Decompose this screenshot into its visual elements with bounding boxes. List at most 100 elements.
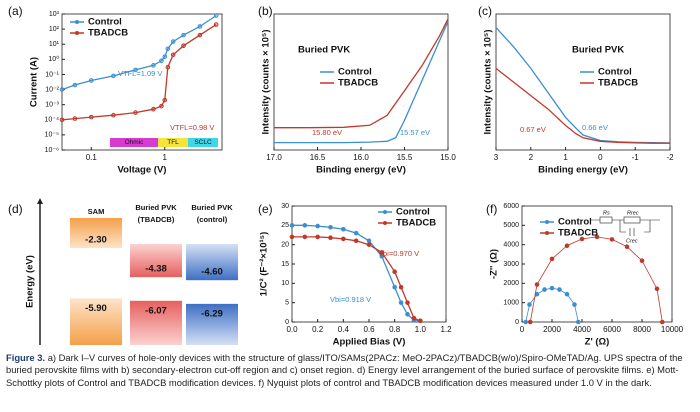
annotation: 0.67 eV bbox=[520, 125, 546, 134]
data-point bbox=[302, 223, 308, 228]
data-point bbox=[534, 282, 540, 287]
data-point bbox=[111, 112, 116, 118]
y-axis-label: 1/C² (F⁻²×10¹⁵) bbox=[259, 232, 270, 297]
legend-marker bbox=[75, 20, 79, 24]
y-axis-label: Current (A) bbox=[29, 57, 40, 107]
data-point bbox=[405, 300, 410, 305]
legend-marker bbox=[75, 31, 79, 35]
data-point bbox=[594, 234, 600, 240]
x-tick-label: 1 bbox=[563, 153, 568, 162]
region-label: Ohmic bbox=[125, 139, 145, 146]
panel-label: (e) bbox=[258, 202, 273, 216]
data-point bbox=[170, 52, 176, 58]
panel-label: (c) bbox=[478, 4, 492, 18]
panel-label: (d) bbox=[8, 202, 23, 216]
data-point bbox=[170, 39, 176, 44]
homo-label: -5.90 bbox=[85, 303, 107, 314]
data-point bbox=[197, 32, 203, 38]
x-axis-label: Z' (Ω) bbox=[585, 337, 610, 348]
homo-level bbox=[70, 298, 122, 346]
legend-marker bbox=[545, 220, 549, 224]
x-tick-label: 0.2 bbox=[312, 325, 324, 334]
region-label: TFL bbox=[167, 139, 179, 146]
y-tick-label: 0 bbox=[285, 319, 289, 326]
data-point bbox=[353, 238, 359, 244]
resistor bbox=[623, 216, 641, 224]
y-tick-label: 10² bbox=[49, 26, 60, 33]
caption: Figure 3. a) Dark I–V curves of hole-onl… bbox=[6, 352, 694, 389]
x-tick-label: 0 bbox=[598, 153, 603, 162]
data-point bbox=[398, 300, 404, 305]
y-tick-label: 10⁻⁴ bbox=[45, 117, 60, 124]
y-tick-label: 0 bbox=[515, 319, 519, 326]
data-point bbox=[549, 256, 555, 262]
region-label: SCLC bbox=[194, 139, 212, 146]
data-point bbox=[572, 302, 577, 307]
legend-marker bbox=[383, 210, 387, 214]
data-point bbox=[162, 54, 168, 59]
data-point bbox=[659, 319, 665, 325]
data-point bbox=[72, 116, 78, 121]
x-tick-label: 3 bbox=[494, 153, 499, 162]
annotation: VTFL=1.09 V bbox=[118, 69, 162, 78]
series-line bbox=[274, 21, 449, 144]
y-tick-label: 1000 bbox=[503, 300, 519, 307]
legend-label: Control bbox=[88, 17, 122, 28]
region-band bbox=[188, 138, 218, 147]
x-axis-label: Binding energy (eV) bbox=[538, 165, 628, 176]
y-tick-label: 25 bbox=[281, 222, 289, 229]
y-tick-label: 2000 bbox=[503, 280, 519, 287]
plot-frame bbox=[61, 13, 223, 151]
data-point bbox=[315, 223, 320, 229]
legend-label: Control bbox=[396, 207, 430, 218]
data-point bbox=[151, 106, 156, 112]
data-point bbox=[289, 234, 295, 240]
x-tick-label: 1 bbox=[163, 153, 168, 162]
series-line bbox=[61, 24, 217, 121]
column-label: SAM bbox=[88, 207, 105, 216]
data-point bbox=[59, 87, 65, 92]
y-tick-label: 5000 bbox=[503, 222, 519, 229]
y-tick-label: 5 bbox=[285, 300, 289, 307]
data-point bbox=[59, 117, 65, 123]
x-tick-label: 16.5 bbox=[310, 153, 326, 162]
data-point bbox=[366, 242, 372, 247]
data-point bbox=[341, 236, 346, 242]
data-point bbox=[159, 58, 164, 64]
data-point bbox=[181, 43, 186, 48]
legend-label: Control bbox=[558, 217, 592, 228]
data-point bbox=[302, 234, 308, 240]
data-point bbox=[328, 224, 333, 230]
data-point bbox=[639, 258, 645, 263]
figure-label: Figure 3. bbox=[6, 352, 46, 363]
y-tick-label: 6000 bbox=[503, 203, 519, 210]
y-tick-label: 10⁻⁶ bbox=[45, 147, 59, 154]
x-tick-label: 10000 bbox=[661, 325, 684, 334]
legend-label: TBADCB bbox=[338, 78, 378, 89]
circuit-wire bbox=[590, 219, 660, 236]
homo-label: -6.07 bbox=[145, 305, 167, 316]
x-tick-label: 15.0 bbox=[440, 153, 456, 162]
x-tick-label: 0 bbox=[520, 325, 525, 334]
annotation: 15.57 eV bbox=[400, 128, 430, 137]
plot-frame bbox=[521, 205, 673, 323]
data-point bbox=[88, 78, 94, 83]
x-axis-label: Binding energy (eV) bbox=[316, 165, 406, 176]
annotation: Vbi=0.970 V bbox=[378, 249, 419, 258]
x-tick-label: 17.0 bbox=[266, 153, 282, 162]
y-axis-label: Intensity (counts × 10⁵) bbox=[261, 29, 272, 134]
x-tick-label: 1.2 bbox=[440, 325, 452, 334]
y-tick-label: 4000 bbox=[503, 242, 519, 249]
data-point bbox=[411, 315, 417, 321]
y-tick-label: 10⁻² bbox=[45, 86, 59, 93]
x-tick-label: 4000 bbox=[573, 325, 591, 334]
annotation: VTFL=0.98 V bbox=[170, 123, 214, 132]
data-point bbox=[341, 226, 346, 232]
x-tick-label: 0.0 bbox=[286, 325, 298, 334]
x-tick-label: 0.4 bbox=[338, 325, 350, 334]
annotation: 15.80 eV bbox=[312, 128, 342, 137]
lumo-level bbox=[186, 244, 238, 281]
data-point bbox=[328, 235, 333, 241]
panel-label: (f) bbox=[486, 202, 497, 216]
y-tick-label: 3000 bbox=[503, 261, 519, 268]
